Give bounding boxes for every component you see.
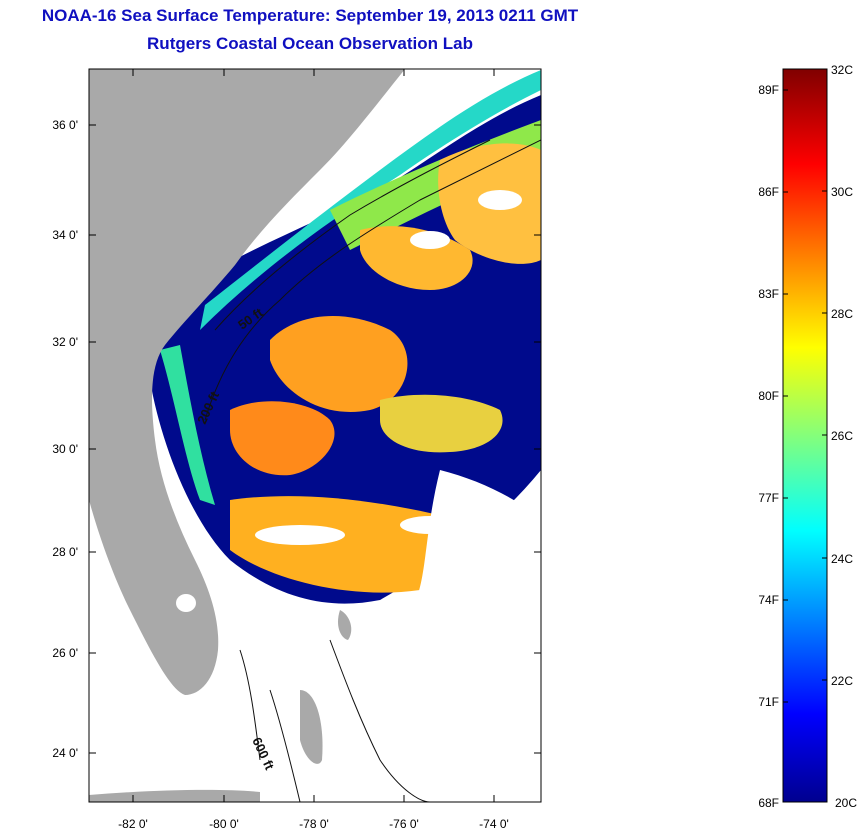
lon-tick-label: -78 0' [299, 817, 329, 831]
colorbar-label-f: 89F [758, 83, 779, 97]
lat-tick-label: 26 0' [52, 646, 78, 660]
no-data-region-south [257, 470, 541, 802]
contour-200ft [204, 139, 541, 421]
lat-tick-label: 28 0' [52, 545, 78, 559]
cloud-patch-1 [255, 525, 345, 545]
lat-tick-label: 30 0' [52, 442, 78, 456]
colorbar-label-f: 74F [758, 593, 779, 607]
colorbar-label-f: 68F [758, 796, 779, 810]
cuba-coast [89, 789, 260, 802]
map-title: NOAA-16 Sea Surface Temperature: Septemb… [41, 6, 579, 25]
lon-tick-label: -80 0' [209, 817, 239, 831]
warm-water-patch-2 [230, 401, 335, 476]
lon-tick-label: -76 0' [389, 817, 419, 831]
land-mass [89, 69, 405, 695]
bahamas-abaco [337, 610, 352, 640]
lat-tick-label: 24 0' [52, 746, 78, 760]
colorbar-fahrenheit-labels: 89F 86F 83F 80F 77F 74F 71F 68F [758, 83, 779, 810]
lake-okeechobee [176, 594, 196, 612]
warm-water-patch-6 [380, 394, 503, 453]
colorbar-label-c: 26C [831, 429, 853, 443]
coastal-shelf-water-south [160, 345, 215, 505]
colorbar-label-c: 28C [831, 307, 853, 321]
colorbar-label-f: 77F [758, 491, 779, 505]
colorbar-label-f: 86F [758, 185, 779, 199]
longitude-axis: -82 0' -80 0' -78 0' -76 0' -74 0' [118, 69, 509, 831]
cloud-patch-2 [400, 516, 460, 534]
contour-600ft [239, 639, 431, 802]
latitude-axis: 36 0' 34 0' 32 0' 30 0' 28 0' 26 0' 24 0… [52, 118, 541, 760]
colorbar-label-c: 22C [831, 674, 853, 688]
lat-tick-label: 32 0' [52, 335, 78, 349]
lon-tick-label: -82 0' [118, 817, 148, 831]
colorbar-celsius-labels: 32C 30C 28C 26C 24C 22C 20C [831, 63, 857, 810]
colorbar-label-c: 32C [831, 63, 853, 77]
coastal-shelf-water [200, 70, 541, 330]
colorbar-label-c: 24C [831, 552, 853, 566]
contour-50ft [214, 139, 491, 331]
warm-water-patch-1 [270, 316, 408, 412]
colorbar-label-f: 80F [758, 389, 779, 403]
colorbar-label-c: 30C [831, 185, 853, 199]
plot-frame [88, 68, 542, 803]
cloud-patch-4 [410, 231, 450, 249]
colorbar-label-f: 71F [758, 695, 779, 709]
map-subtitle: Rutgers Coastal Ocean Observation Lab [147, 34, 473, 53]
bahamas-andros [300, 690, 323, 764]
colorbar-label-c: 20C [835, 796, 857, 810]
lat-tick-label: 34 0' [52, 228, 78, 242]
lat-tick-label: 36 0' [52, 118, 78, 132]
lon-tick-label: -74 0' [479, 817, 509, 831]
sst-field [89, 69, 541, 802]
cloud-patch-3 [478, 190, 522, 210]
temperature-colorbar [782, 68, 828, 803]
colorbar-label-f: 83F [758, 287, 779, 301]
colorbar-ticks [783, 89, 827, 703]
